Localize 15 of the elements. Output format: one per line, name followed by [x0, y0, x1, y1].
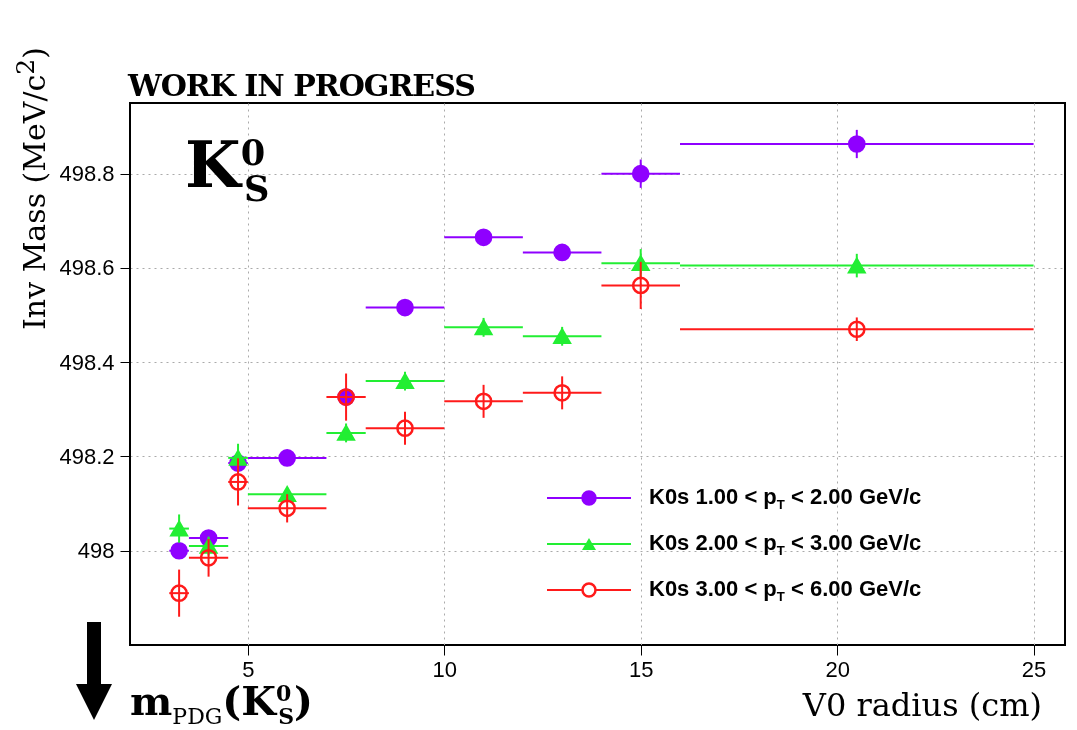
x-tick-label: 25	[1021, 656, 1047, 682]
y-tick-label: 498.8	[59, 161, 115, 187]
legend-label: K0s 2.00 < p$_{T}$ < 3.00 GeV/c	[649, 529, 922, 559]
x-axis-title: V0 radius (cm)	[802, 685, 1042, 725]
y-tick-label: 498.6	[59, 255, 115, 281]
y-tick-label: 498.4	[59, 349, 115, 375]
legend-label: K0s 3.00 < p$_{T}$ < 6.00 GeV/c	[649, 575, 922, 605]
y-tick-label: 498	[77, 538, 115, 564]
x-tick-label: 20	[825, 656, 850, 682]
text: WORK IN PROGRESS	[128, 68, 475, 103]
x-tick-label: 5	[242, 656, 255, 682]
y-tick-label: 498.2	[59, 443, 115, 469]
legend-label: K0s 1.00 < p$_{T}$ < 2.00 GeV/c	[649, 483, 922, 513]
x-tick-label: 15	[628, 656, 654, 682]
x-tick-label: 10	[432, 656, 458, 682]
